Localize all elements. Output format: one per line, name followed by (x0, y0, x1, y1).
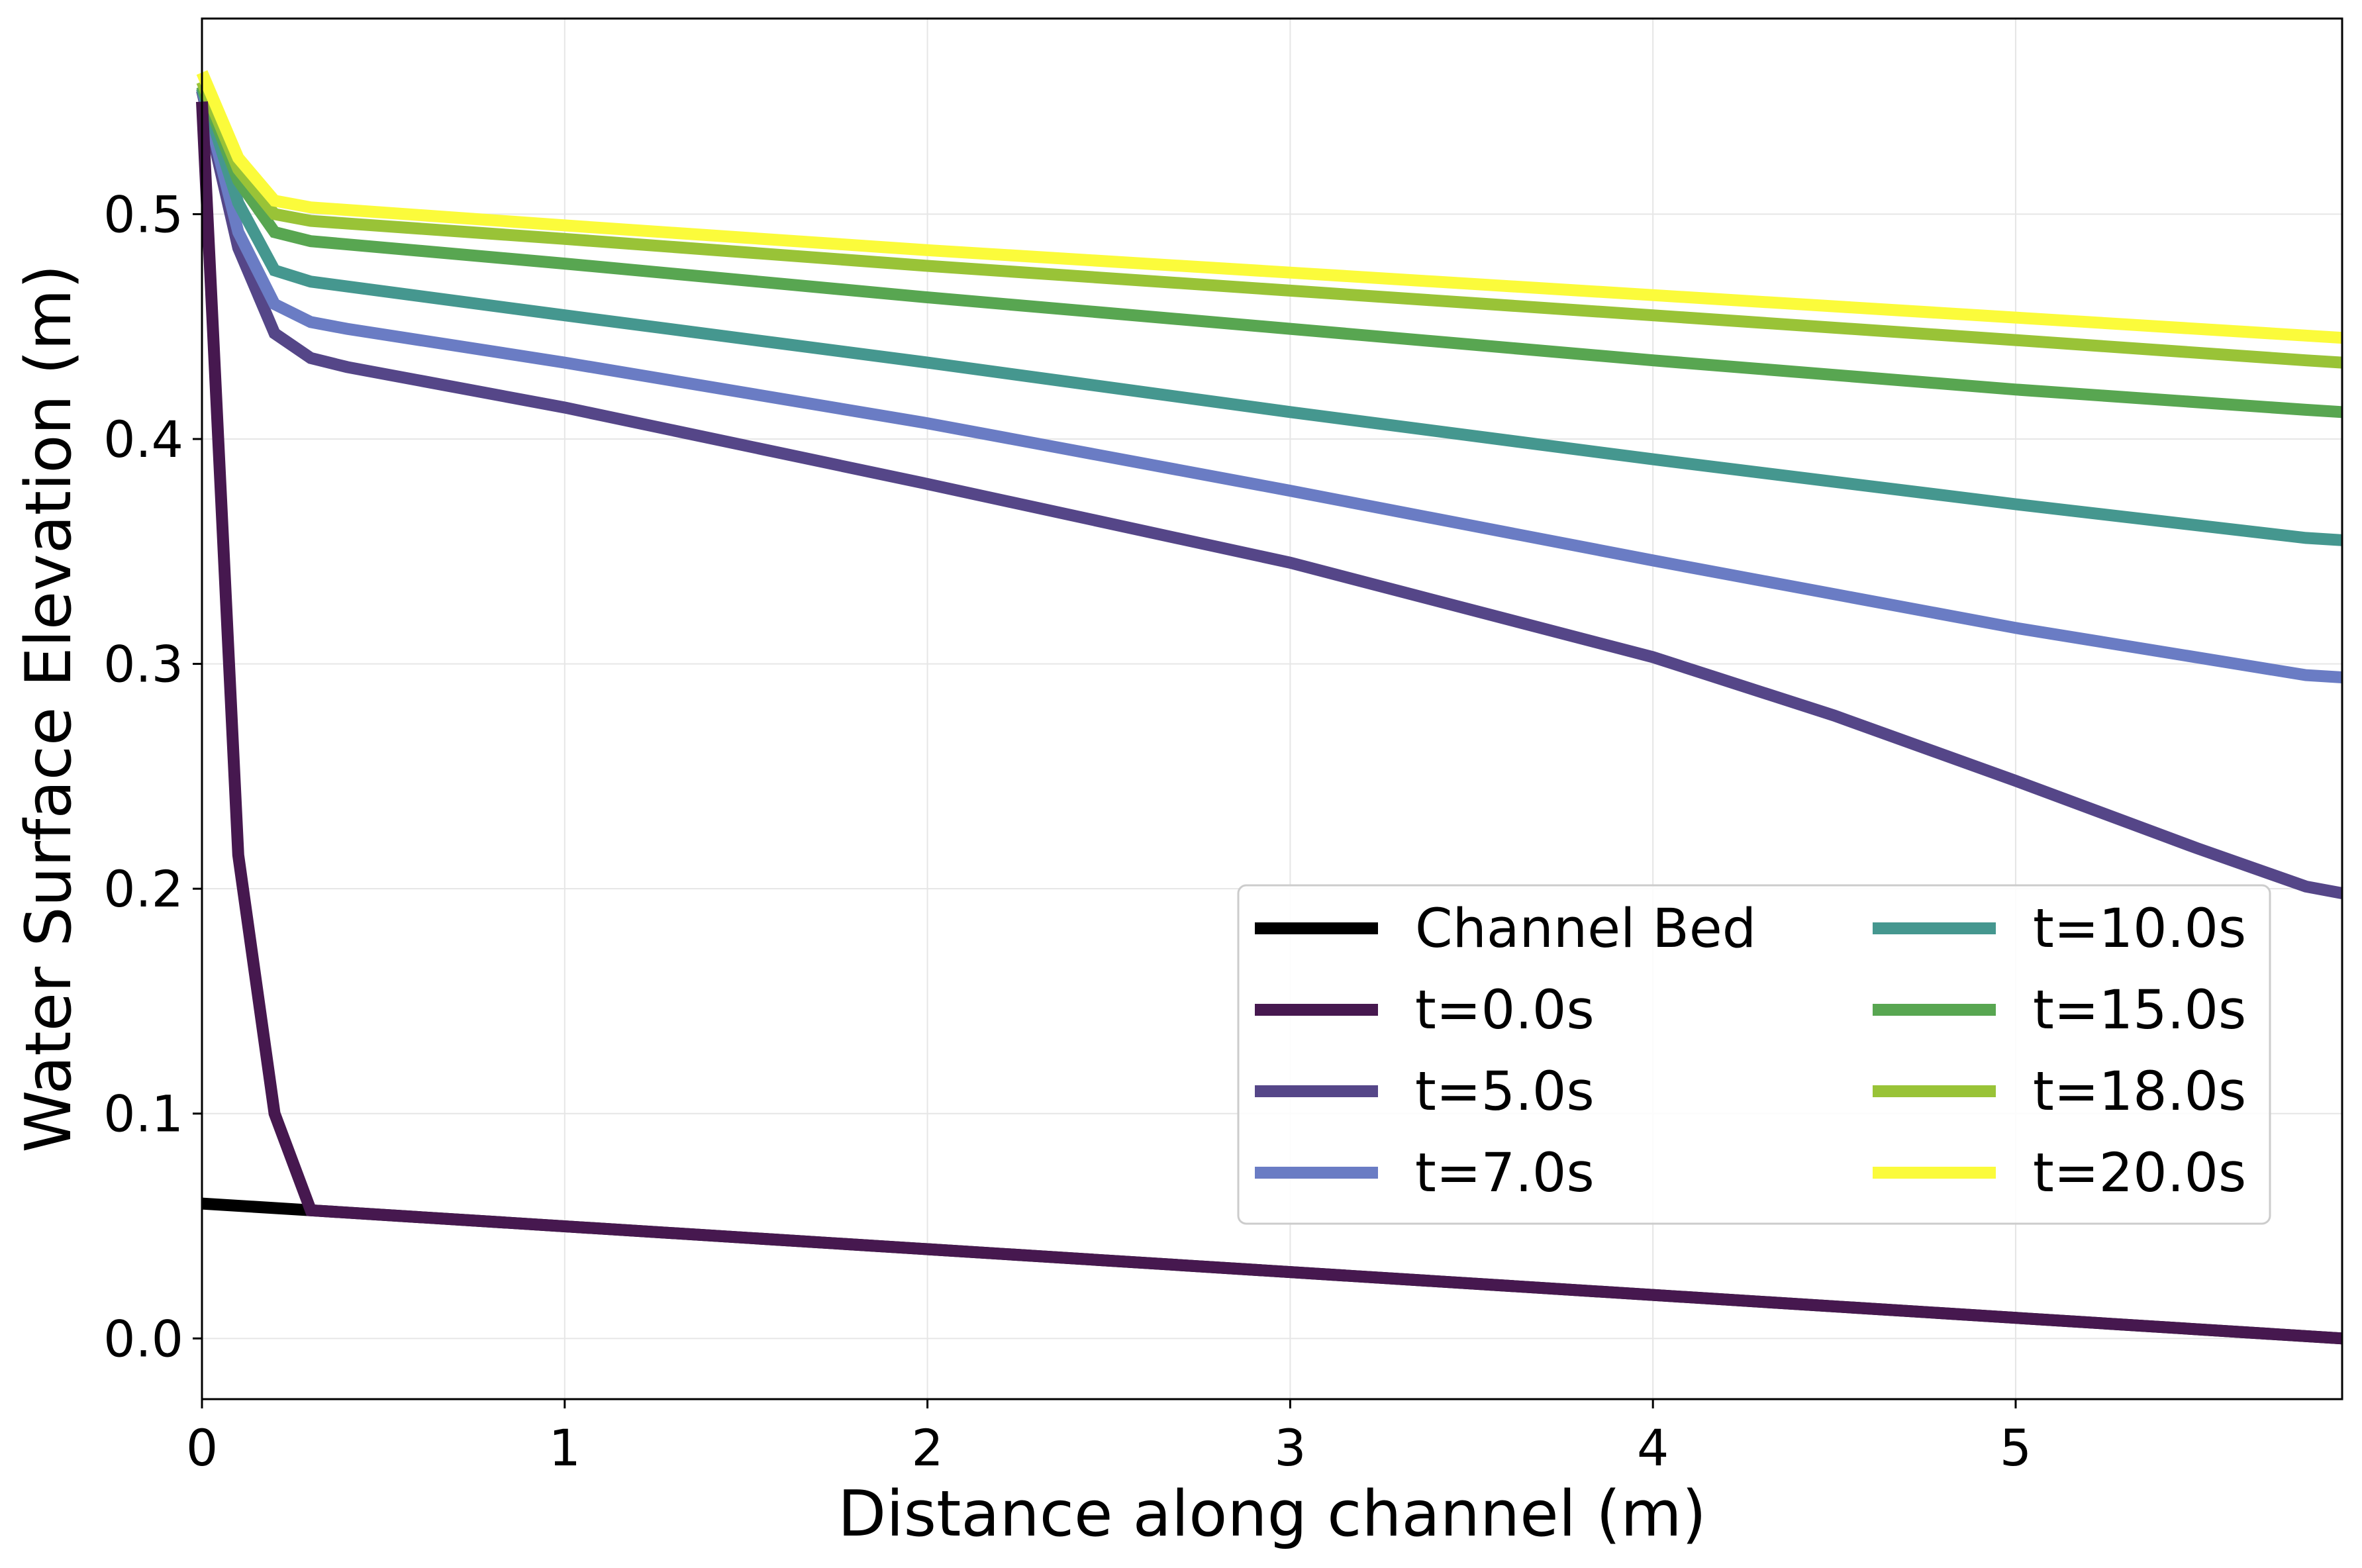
y-tick-label: 0.3 (103, 635, 183, 694)
y-tick-label: 0.1 (103, 1085, 183, 1144)
legend-item-t-18-0s: t=18.0s (1873, 1061, 2246, 1123)
legend-label: t=15.0s (2033, 979, 2246, 1042)
y-tick-label: 0.2 (103, 859, 183, 918)
y-tick-label: 0.0 (103, 1309, 183, 1368)
legend-item-channel-bed: Channel Bed (1255, 898, 1756, 960)
axis-layer: 0 1 2 3 4 5 0.0 0.1 0.2 0.3 0.4 0.5 (103, 185, 2032, 1477)
legend-label: t=0.0s (1415, 979, 1595, 1042)
series-line-t-10-0s (196, 86, 2343, 546)
x-axis-title: Distance along channel (m) (838, 1478, 1706, 1551)
series-line-t-5-0s (196, 89, 2343, 899)
legend-item-t-0-0s: t=0.0s (1255, 979, 1595, 1042)
y-axis-title: Water Surface Elevation (m) (13, 264, 85, 1152)
series-line-t-7-0s (196, 87, 2343, 683)
series-line-t-18-0s (196, 79, 2343, 369)
series-layer (196, 70, 2343, 1345)
series-line-t-20-0s (196, 70, 2343, 344)
legend-box (1237, 884, 2271, 1225)
x-tick-label: 0 (186, 1418, 218, 1477)
legend-label: t=7.0s (1415, 1142, 1595, 1204)
legend-label: t=5.0s (1415, 1061, 1595, 1123)
legend: Channel Bed t=0.0s t=5.0s t=7.0s t=10.0s t=15… (1237, 884, 2271, 1225)
legend-item-t-15-0s: t=15.0s (1873, 979, 2246, 1042)
x-tick-label: 3 (1274, 1418, 1306, 1477)
x-tick-label: 5 (2000, 1418, 2032, 1477)
legend-label: t=20.0s (2033, 1142, 2246, 1204)
series-line-t-15-0s (196, 83, 2343, 418)
plot-area-frame (201, 17, 2343, 1400)
legend-item-t-10-0s: t=10.0s (1873, 898, 2246, 960)
x-tick-label: 4 (1637, 1418, 1669, 1477)
series-line-t-0-0s (196, 101, 2343, 1345)
legend-label: t=18.0s (2033, 1061, 2246, 1123)
legend-item-t-7-0s: t=7.0s (1255, 1142, 1595, 1204)
legend-label: Channel Bed (1415, 898, 1756, 960)
x-tick-label: 1 (549, 1418, 581, 1477)
legend-label: t=10.0s (2033, 898, 2246, 960)
y-tick-label: 0.5 (103, 185, 183, 244)
x-tick-label: 2 (911, 1418, 943, 1477)
y-tick-label: 0.4 (103, 410, 183, 469)
legend-item-t-5-0s: t=5.0s (1255, 1061, 1595, 1123)
legend-item-t-20-0s: t=20.0s (1873, 1142, 2246, 1204)
